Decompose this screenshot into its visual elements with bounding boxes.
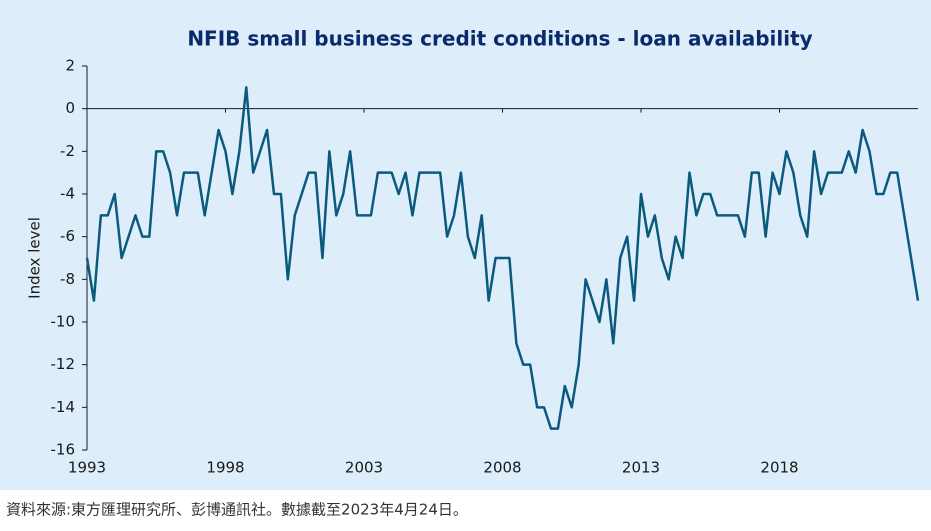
- x-tick-label: 2013: [622, 459, 660, 477]
- y-tick-label: -8: [60, 270, 75, 288]
- x-tick-label: 2003: [345, 459, 383, 477]
- data-line: [85, 86, 920, 430]
- y-tick-label: -10: [51, 313, 76, 331]
- y-tick-label: 0: [65, 99, 75, 117]
- y-tick-label: 2: [65, 57, 75, 75]
- x-tick-label: 2018: [760, 459, 798, 477]
- y-tick-label: -4: [60, 185, 75, 203]
- x-tick-label: 1998: [206, 459, 244, 477]
- chart-background: [0, 0, 931, 490]
- y-axis-label: Index level: [26, 217, 44, 299]
- y-tick-label: -16: [51, 441, 76, 459]
- y-tick-label: -12: [51, 355, 76, 373]
- y-tick-label: -14: [51, 398, 76, 416]
- x-tick-label: 1993: [68, 459, 106, 477]
- source-note: 資料來源:東方匯理研究所、彭博通訊社。數據截至2023年4月24日。: [6, 501, 468, 519]
- y-tick-label: -2: [60, 142, 75, 160]
- x-tick-label: 2008: [483, 459, 521, 477]
- y-tick-label: -6: [60, 227, 75, 245]
- chart-title: NFIB small business credit conditions - …: [187, 27, 812, 51]
